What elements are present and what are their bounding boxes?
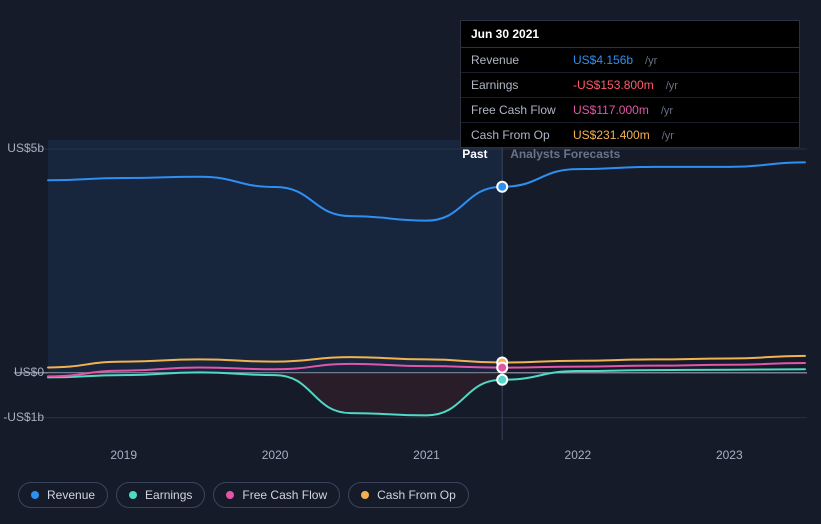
x-tick-label: 2023 (716, 448, 743, 462)
legend-item-fcf[interactable]: Free Cash Flow (213, 482, 340, 508)
tooltip-row: Revenue US$4.156b/yr (461, 48, 799, 73)
y-tick-label: -US$1b (0, 410, 44, 424)
y-tick-label: US$0 (0, 365, 44, 379)
financials-chart: US$5b US$0 -US$1b 2019 2020 2021 2022 2023 Pas… (0, 0, 821, 524)
y-tick-label: US$5b (0, 141, 44, 155)
past-section-label: Past (462, 147, 487, 161)
tooltip-row-unit: /yr (666, 80, 678, 92)
tooltip-row-value: -US$153.800m (573, 78, 654, 92)
tooltip-row-unit: /yr (661, 105, 673, 117)
forecast-section-label: Analysts Forecasts (510, 147, 620, 161)
tooltip-row-label: Earnings (471, 78, 561, 92)
legend-item-earnings[interactable]: Earnings (116, 482, 205, 508)
tooltip-row-unit: /yr (662, 130, 674, 142)
x-tick-label: 2019 (110, 448, 137, 462)
tooltip-row-value: US$4.156b (573, 53, 633, 67)
x-tick-label: 2020 (262, 448, 289, 462)
legend-label: Revenue (47, 488, 95, 502)
tooltip-row-unit: /yr (645, 55, 657, 67)
legend-label: Earnings (145, 488, 192, 502)
tooltip-row-label: Revenue (471, 53, 561, 67)
legend-label: Cash From Op (377, 488, 456, 502)
tooltip-row-value: US$231.400m (573, 128, 650, 142)
legend-dot-icon (226, 491, 234, 499)
chart-tooltip: Jun 30 2021 Revenue US$4.156b/yr Earnings-… (460, 20, 800, 148)
tooltip-row-value: US$117.000m (573, 103, 649, 117)
chart-legend: Revenue Earnings Free Cash Flow Cash From O… (18, 482, 469, 508)
tooltip-row-label: Free Cash Flow (471, 103, 561, 117)
tooltip-row: Earnings -US$153.800m/yr (461, 73, 799, 98)
x-tick-label: 2022 (565, 448, 592, 462)
legend-dot-icon (129, 491, 137, 499)
x-tick-label: 2021 (413, 448, 440, 462)
legend-item-revenue[interactable]: Revenue (18, 482, 108, 508)
tooltip-row: Cash From Op US$231.400m/yr (461, 123, 799, 147)
legend-dot-icon (31, 491, 39, 499)
legend-item-cfo[interactable]: Cash From Op (348, 482, 469, 508)
tooltip-row-label: Cash From Op (471, 128, 561, 142)
legend-label: Free Cash Flow (242, 488, 327, 502)
tooltip-row: Free Cash Flow US$117.000m/yr (461, 98, 799, 123)
legend-dot-icon (361, 491, 369, 499)
tooltip-date: Jun 30 2021 (461, 21, 799, 48)
